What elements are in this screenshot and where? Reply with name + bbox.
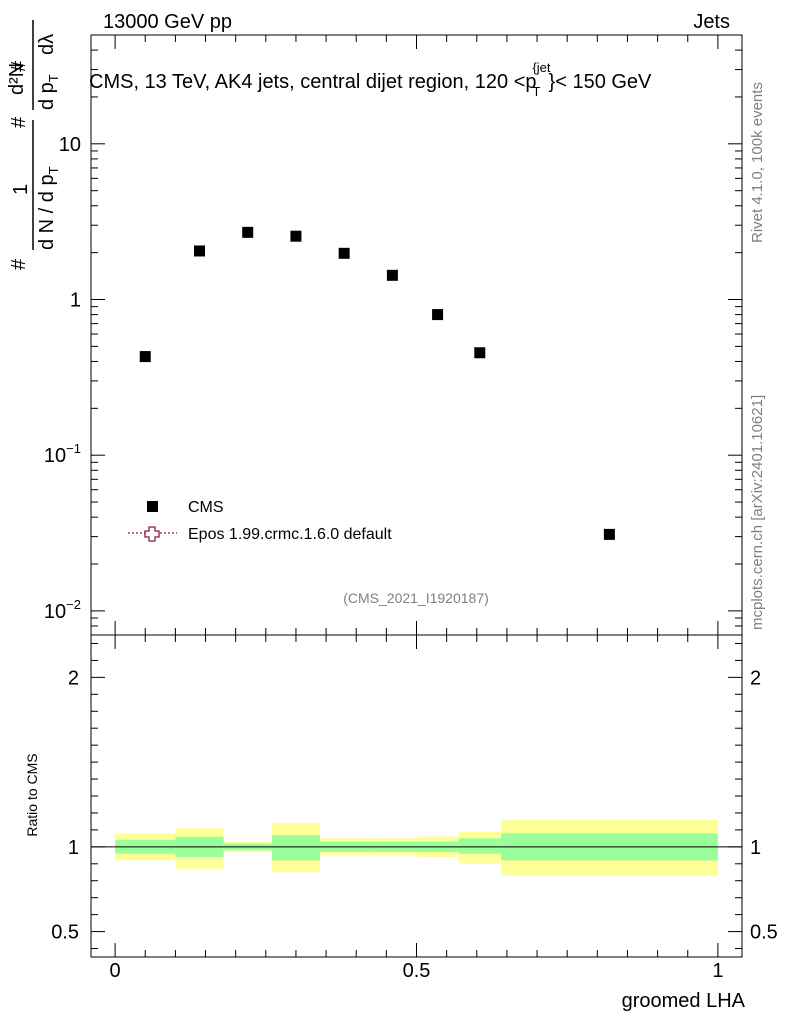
main-x-ticks [114,35,719,635]
legend-epos-marker [128,526,177,542]
ratio-y-axis: 0.5 0.5 1 1 2 2 [51,642,778,950]
ratio-x-tick-label: 0.5 [403,960,431,982]
ratio-y-tick-label: 2 [68,667,79,689]
inner-band [271,834,321,861]
title-suffix: }< 150 GeV [549,71,653,93]
ylabel-hash-2: # [8,116,30,128]
ylabel-lambda: dλ [36,34,58,55]
header-left: 13000 GeV pp [103,11,232,33]
main-y-tick-label: 10−1 [44,441,81,467]
ratio-frame [90,634,743,958]
ylabel-dpt-text: d p [36,82,58,110]
cms-data-point [603,528,615,540]
ratio-x-tick-label: 0 [110,960,121,982]
title-sup: {jet [532,60,550,75]
main-y-label: # 1 d N / d pT # d²N d pT dλ # [6,20,61,270]
analysis-watermark: (CMS_2021_I1920187) [343,590,489,606]
main-title: CMS, 13 TeV, AK4 jets, central dijet reg… [89,60,652,99]
ylabel-frac-den-text: d N / d p [36,174,58,250]
legend-cms-marker [147,501,158,512]
ratio-y-label: Ratio to CMS [24,753,40,836]
cms-data-points [139,226,615,540]
ratio-y-tick-label-right: 2 [750,667,761,689]
main-frame [90,34,743,636]
inner-band [458,838,501,854]
header-right: Jets [693,11,730,33]
legend-cms-label: CMS [188,499,224,516]
main-y-tick-label: 1 [70,290,81,312]
ratio-y-tick-label-right: 0.5 [750,922,778,944]
cms-data-point [194,245,205,257]
ratio-y-tick-label: 1 [68,837,79,859]
main-panel: 10−2 10−1 1 10 CMS, 13 TeV, AK4 jets, centr… [6,20,743,636]
ratio-x-tick-label: 1 [712,960,723,982]
legend: CMS Epos 1.99.crmc.1.6.0 default [128,499,392,543]
cms-data-point [386,269,398,281]
cms-data-point [338,247,350,259]
mcplots-label: mcplots.cern.ch [arXiv:2401.10621] [749,395,766,630]
ylabel-frac-num: 1 [10,184,32,195]
cms-data-point [242,226,254,238]
ratio-panel: 0.5 0.51 12 2 0 0.5 1 Ratio to CMS groomed LH… [24,634,778,1012]
ylabel-d2n: d²N [6,63,28,95]
ratio-y-tick-label: 0.5 [51,922,79,944]
ylabel-hash-1: # [8,258,30,270]
title-sub: T [533,84,541,99]
cms-data-point [139,351,151,363]
ratio-x-axis: 0 0.5 1 [110,635,723,982]
title-prefix: CMS, 13 TeV, AK4 jets, central dijet reg… [89,71,537,93]
ylabel-dpt: d pT [36,74,61,110]
rivet-label: Rivet 4.1.0, 100k events [749,82,766,243]
x-axis-label: groomed LHA [622,990,746,1012]
legend-epos-label: Epos 1.99.crmc.1.6.0 default [188,526,392,543]
ratio-y-tick-label-right: 1 [750,837,761,859]
cms-data-point [432,309,444,321]
ylabel-hash-3: # [8,60,30,72]
main-y-tick-label: 10 [59,134,81,156]
ylabel-dpt-sub: T [46,74,61,82]
main-y-tick-label: 10−2 [44,597,81,623]
main-y-axis: 10−2 10−1 1 10 [44,34,742,636]
ylabel-frac-den-sub: T [46,166,61,174]
cms-data-point [474,347,486,359]
ylabel-frac-den: d N / d pT [36,166,61,250]
cms-data-point [290,230,302,242]
ratio-uncertainty-bands [115,819,718,876]
